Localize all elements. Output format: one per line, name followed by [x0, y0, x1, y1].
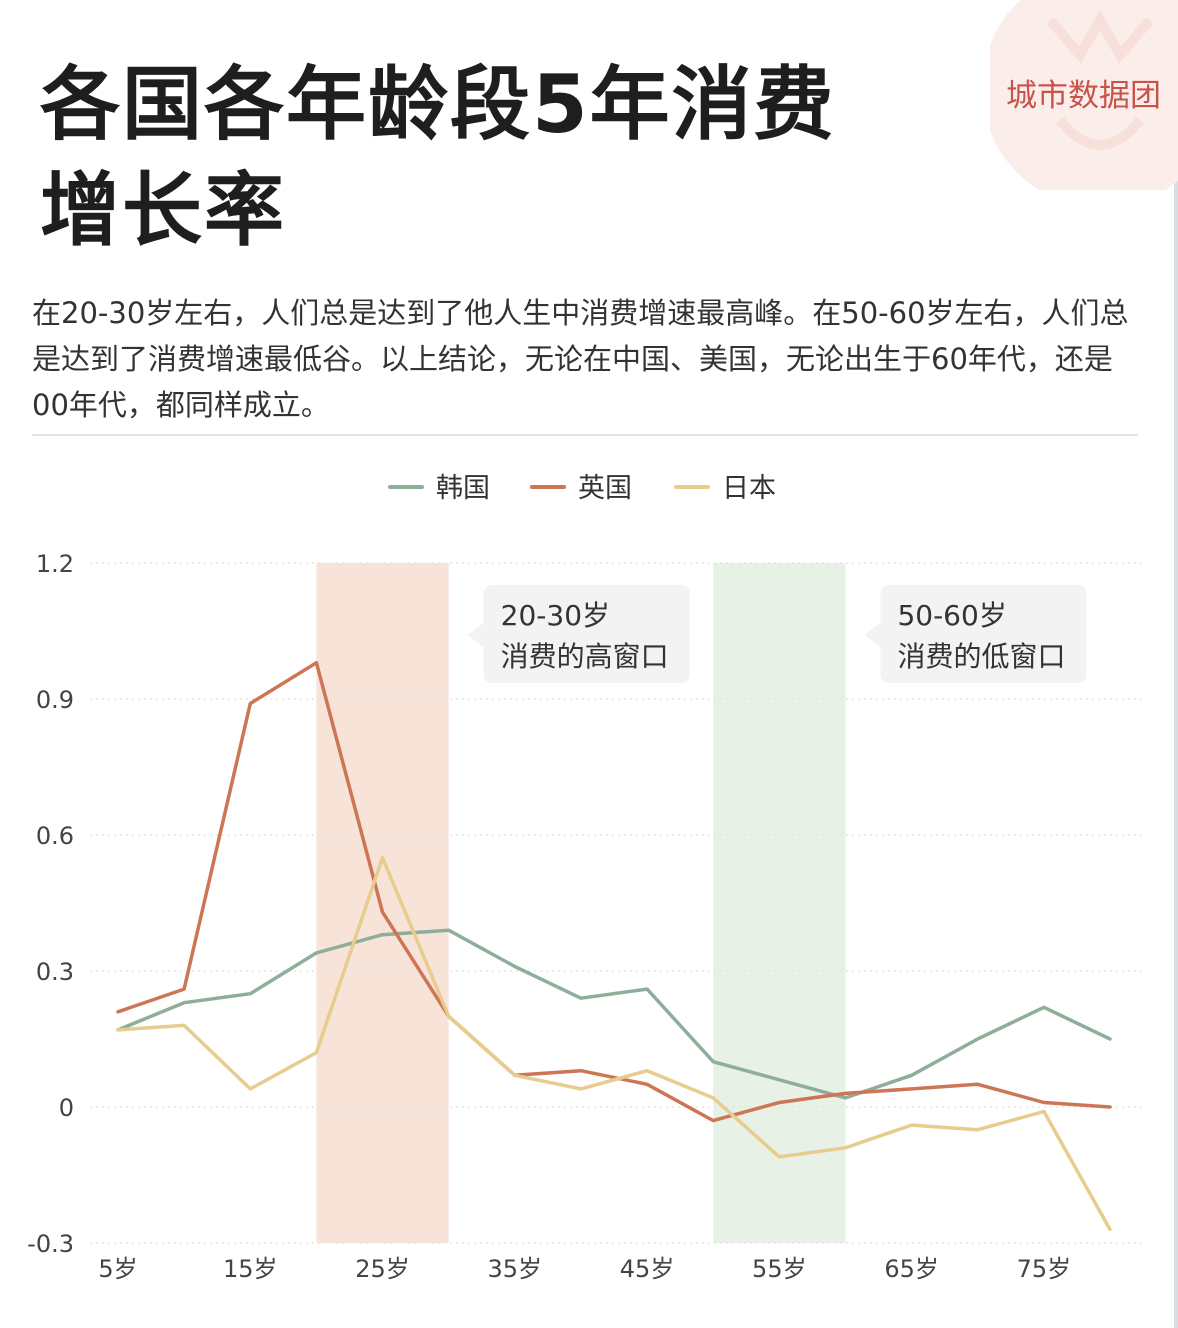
series-1	[116, 928, 1112, 1100]
title-line-2: 增长率	[40, 164, 286, 257]
y-tick-label: 0.9	[36, 686, 74, 714]
divider	[32, 434, 1138, 436]
y-tick-label: -0.3	[27, 1230, 74, 1258]
brand-logo-icon	[990, 0, 1178, 190]
callout-title-2: 50-60岁	[897, 599, 1006, 632]
x-tick-label: 55岁	[752, 1255, 807, 1283]
x-tick-label: 5岁	[98, 1255, 137, 1283]
y-tick-label: 0	[59, 1094, 74, 1122]
x-tick-label: 65岁	[884, 1255, 939, 1283]
series-2	[116, 660, 1112, 1123]
x-tick-label: 45岁	[620, 1255, 675, 1283]
x-tick-label: 25岁	[355, 1255, 410, 1283]
description: 在20-30岁左右，人们总是达到了他人生中消费增速最高峰。在50-60岁左右，人…	[32, 296, 1129, 422]
callout-title-1: 20-30岁	[501, 599, 610, 632]
x-tick-label: 15岁	[223, 1255, 278, 1283]
callout-pointer	[864, 623, 881, 647]
callout-pointer	[467, 623, 484, 647]
title-line-1: 各国各年龄段5年消费	[40, 58, 836, 151]
grid-lines	[90, 562, 1142, 1244]
window-band-2	[713, 563, 846, 1243]
callout-subtitle-1: 消费的高窗口	[501, 640, 669, 673]
line-chart: 1.2 0.9 0.6 0.3 0 -0.3 5岁 15岁 25岁 35岁 45岁 55岁 65岁 75…	[27, 473, 1142, 1283]
callout-box-1	[483, 585, 690, 683]
legend-label: 英国	[578, 473, 632, 504]
y-tick-label: 0.3	[36, 958, 74, 986]
x-axis: 5岁 15岁 25岁 35岁 45岁 55岁 65岁 75岁	[98, 1255, 1071, 1283]
legend-label: 日本	[722, 473, 776, 504]
brand-name: 城市数据团	[1006, 78, 1161, 114]
x-tick-label: 75岁	[1017, 1255, 1072, 1283]
window-band-1	[316, 563, 449, 1243]
y-axis: 1.2 0.9 0.6 0.3 0 -0.3	[27, 550, 74, 1258]
page-title: 各国各年龄段5年消费 增长率	[40, 52, 940, 264]
legend: 韩国 英国 日本	[388, 473, 776, 504]
y-tick-label: 0.6	[36, 822, 74, 850]
legend-label: 韩国	[436, 473, 490, 504]
series-lines	[116, 660, 1112, 1232]
y-tick-label: 1.2	[36, 550, 74, 578]
callout-box-2	[880, 585, 1087, 683]
series-line	[116, 855, 1112, 1232]
series-3	[116, 855, 1112, 1232]
window-bands	[316, 563, 846, 1243]
callout-subtitle-2: 消费的低窗口	[897, 640, 1065, 673]
x-tick-label: 35岁	[488, 1255, 543, 1283]
series-line	[116, 928, 1112, 1100]
series-line	[116, 660, 1112, 1123]
right-border	[1174, 0, 1178, 1328]
